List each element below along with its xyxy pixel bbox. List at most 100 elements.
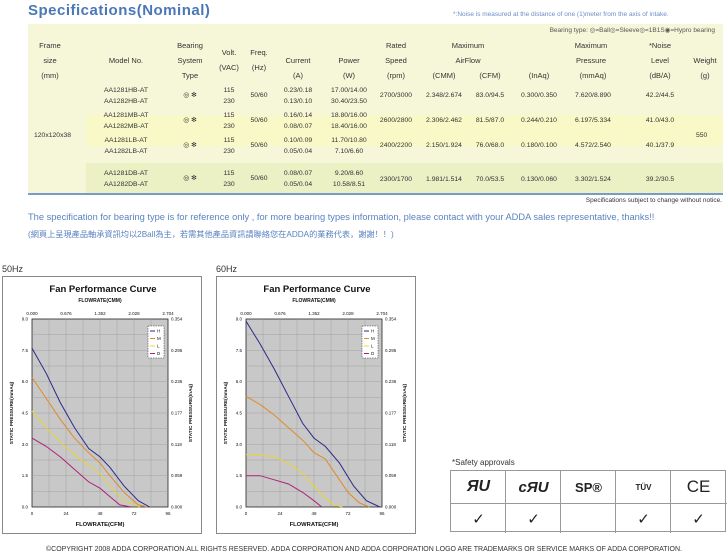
check-icon: ✓ [472, 510, 485, 528]
table-row-noise: 39.2/30.5 [645, 176, 675, 183]
table-row-cmm: 1.981/1.514 [426, 176, 462, 183]
x-tick-label: 48 [97, 511, 103, 516]
x-tick-label: 96 [165, 511, 171, 516]
table-row-speed: 2700/3000 [379, 92, 413, 99]
subject-to-change-note: Specifications subject to change without… [585, 197, 722, 204]
table-row-models: AA1281MB-AT AA1282MB-AT [103, 112, 149, 130]
spec-table: Bearing type: ◎=Ball◎=Sleeve◎=1B1S◉=Hypr… [28, 24, 723, 194]
bearing-type-icon: ◎ ✻ [183, 175, 197, 182]
y2-axis-label: STATIC PRESSURE(InAq) [402, 384, 408, 443]
header-cfm: (CFM) [479, 71, 501, 80]
table-row-models: AA1281LB-AT AA1282LB-AT [104, 137, 148, 155]
header-pressure: Maximum Pressure [574, 41, 608, 65]
safety-col-cul: cЯU ✓ [506, 471, 561, 533]
x2-tick-label: 2.028 [342, 311, 354, 316]
series-line-d [31, 437, 132, 508]
x2-axis-label: FLOWRATE(CMM) [292, 298, 336, 304]
x-tick-label: 72 [131, 511, 137, 516]
header-mmaq: (mmAq) [579, 71, 607, 80]
table-row-freq: 50/60 [250, 142, 268, 149]
series-line-d [246, 475, 323, 508]
table-row-power: 18.80/16.00 18.40/16.00 [331, 112, 367, 130]
x-axis-label: FLOWRATE(CFM) [76, 522, 125, 528]
bearing-type-icon: ◎ ✻ [183, 142, 197, 149]
header-speed: Rated Speed (rpm) [385, 41, 407, 80]
table-row-inaq: 0.300/0.350 [521, 92, 557, 99]
x2-tick-label: 0.000 [26, 311, 38, 316]
table-row-volts: 115 230 [223, 112, 235, 130]
table-divider [28, 193, 723, 195]
y2-tick-label: 0.177 [385, 411, 397, 416]
series-line-l [246, 454, 343, 508]
table-row-freq: 50/60 [250, 92, 268, 99]
table-row-power: 17.00/14.00 30.40/23.50 [331, 87, 367, 105]
y2-tick-label: 0.118 [385, 442, 396, 447]
chart-60hz-label: 60Hz [216, 264, 238, 274]
chart-50hz-label: 50Hz [2, 264, 24, 274]
series-line-m [31, 377, 148, 508]
bearing-legend: Bearing type: ◎=Ball◎=Sleeve◎=1B1S◉=Hypr… [549, 27, 715, 34]
legend-label-h: H [157, 329, 160, 334]
table-row-cfm: 81.5/87.0 [475, 117, 505, 124]
legend-label-d: D [157, 351, 161, 356]
header-cmm: (CMM) [432, 71, 456, 80]
table-row-noise: 41.0/43.0 [645, 117, 675, 124]
safety-col-ce: CE ✓ [671, 471, 726, 533]
header-airflow: Maximum AirFlow [451, 41, 485, 65]
page-title: Specifications(Nominal) [28, 2, 211, 19]
table-row-volts: 115 230 [223, 87, 235, 105]
ce-mark-icon: CE [686, 477, 711, 496]
legend-label-d: D [371, 351, 375, 356]
y-tick-label: 3.0 [22, 442, 29, 447]
y-axis-label: STATIC PRESSURE(mmAq) [9, 381, 15, 444]
header-model: Model No. [108, 56, 144, 65]
table-row-cmm: 2.150/1.924 [426, 142, 462, 149]
table-row-speed: 2400/2200 [379, 142, 413, 149]
x-tick-label: 24 [63, 511, 69, 516]
table-row-inaq: 0.244/0.210 [521, 117, 557, 124]
y-tick-label: 9.0 [22, 317, 29, 322]
chart-title: Fan Performance Curve [49, 284, 156, 295]
table-row-cfm: 83.0/94.5 [475, 92, 505, 99]
x-tick-label: 72 [345, 511, 351, 516]
table-row-cmm: 2.306/2.462 [426, 117, 462, 124]
fan-curve-chart-60hz: Fan Performance Curve FLOWRATE(CMM) 0 24 48 7… [216, 276, 416, 534]
y-tick-label: 0.0 [236, 505, 243, 510]
series-line-l [31, 410, 140, 508]
table-row-noise: 42.2/44.5 [645, 92, 675, 99]
y2-tick-label: 0.295 [385, 348, 397, 353]
table-row-mmaq: 4.572/2.540 [575, 142, 611, 149]
y2-axis-label: STATIC PRESSURE(InAq) [188, 384, 194, 443]
y2-tick-label: 0.059 [385, 473, 397, 478]
table-row-power: 11.70/10.80 7.10/6.60 [331, 137, 367, 155]
weight-cell: 550 [696, 132, 708, 139]
table-row-cfm: 70.0/53.5 [475, 176, 505, 183]
x2-tick-label: 2.028 [128, 311, 140, 316]
y-tick-label: 9.0 [236, 317, 243, 322]
x-axis-label: FLOWRATE(CFM) [290, 522, 339, 528]
header-current: Current (A) [285, 56, 311, 80]
y2-tick-label: 0.059 [171, 473, 183, 478]
y2-tick-label: 0.118 [171, 442, 182, 447]
header-weight: Weight (g) [693, 56, 717, 80]
bearing-type-icon: ◎ ✻ [183, 92, 197, 99]
safety-col-tuv: TÜV ✓ [616, 471, 671, 533]
table-row-mmaq: 3.302/1.524 [575, 176, 611, 183]
x-tick-label: 0 [31, 511, 34, 516]
frame-size-cell: 120x120x38 [34, 132, 72, 139]
table-row-noise: 40.1/37.9 [645, 142, 675, 149]
fan-curve-chart-50hz: Fan Performance Curve FLOWRATE(CMM) 0 24 48 7… [2, 276, 202, 534]
y-tick-label: 6.0 [236, 379, 243, 384]
table-row-inaq: 0.180/0.100 [521, 142, 557, 149]
y-tick-label: 7.5 [22, 348, 29, 353]
y2-tick-label: 0.295 [171, 348, 183, 353]
table-row-mmaq: 6.197/5.334 [575, 117, 611, 124]
y2-tick-label: 0.354 [171, 317, 183, 322]
header-bearing: Bearing System Type [177, 41, 203, 80]
legend-label-m: M [371, 336, 375, 341]
x-tick-label: 0 [245, 511, 248, 516]
x2-tick-label: 2.704 [376, 311, 388, 316]
table-row-speed: 2300/1700 [379, 176, 413, 183]
csa-icon: SP® [575, 479, 602, 495]
header-volt: Volt. (VAC) [219, 48, 239, 72]
